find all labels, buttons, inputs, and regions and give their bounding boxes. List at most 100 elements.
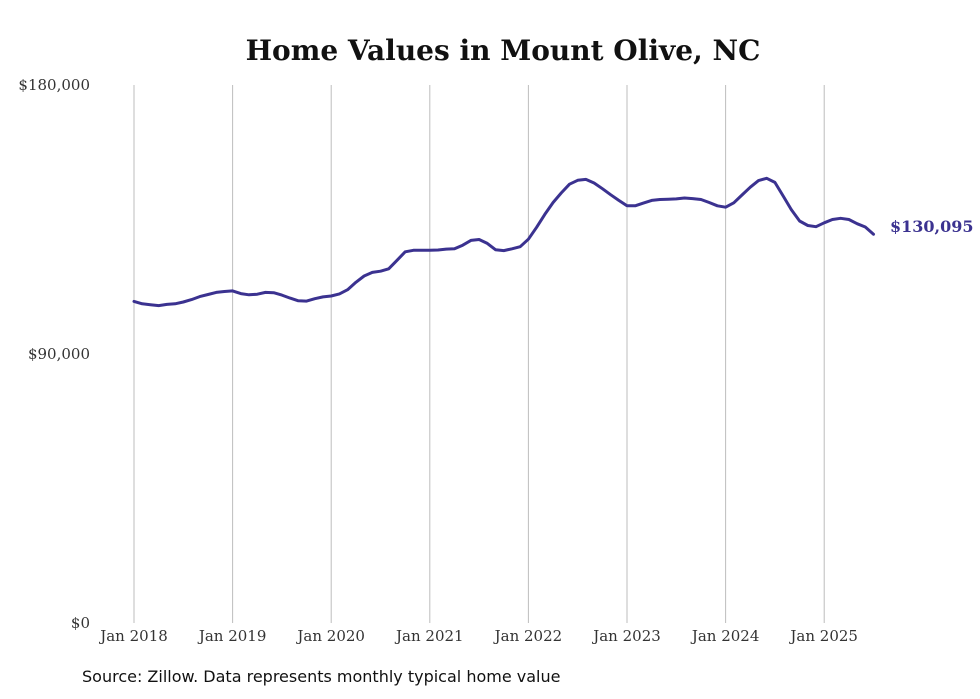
data-point [486, 242, 489, 245]
data-point [856, 222, 858, 225]
x-tick-label: Jan 2019 [197, 627, 267, 645]
data-point [774, 181, 776, 184]
y-axis-ticks: $0 $90,000 $180,000 [18, 76, 90, 632]
data-point [503, 249, 505, 252]
y-tick-label: $0 [71, 614, 90, 632]
data-point [412, 249, 415, 252]
data-point [708, 201, 710, 204]
data-point [207, 293, 209, 296]
data-point [511, 248, 513, 250]
data-point [272, 291, 275, 294]
x-tick-label: Jan 2023 [591, 627, 661, 645]
data-point [823, 222, 825, 224]
data-point [601, 187, 604, 190]
data-point [346, 288, 349, 291]
data-point [240, 292, 242, 295]
data-point [174, 303, 176, 305]
data-point [667, 198, 669, 200]
data-point [371, 271, 374, 274]
data-point [749, 186, 752, 188]
data-point [691, 197, 694, 200]
data-point [437, 249, 439, 251]
data-point [839, 217, 842, 220]
data-point [494, 248, 497, 251]
data-point [700, 198, 702, 201]
data-point [387, 268, 390, 270]
gridlines [133, 85, 825, 623]
data-point [864, 226, 867, 228]
data-point [872, 233, 875, 235]
data-point [396, 259, 398, 262]
data-point [248, 294, 250, 296]
x-tick-label: Jan 2025 [788, 627, 858, 645]
data-point [683, 197, 686, 199]
source-note: Source: Zillow. Data represents monthly … [82, 667, 561, 686]
data-point [470, 239, 472, 242]
data-point [765, 177, 768, 180]
data-point [552, 201, 554, 204]
end-value-label: $130,095 [890, 217, 974, 236]
data-point [609, 193, 612, 196]
data-point [782, 195, 784, 197]
data-point [445, 248, 448, 250]
x-axis-ticks: Jan 2018 Jan 2019 Jan 2020 Jan 2021 Jan 2022… [98, 627, 858, 645]
data-point [576, 179, 579, 182]
data-point [182, 301, 185, 303]
data-point [478, 238, 480, 241]
data-point [322, 296, 324, 298]
y-tick-label: $180,000 [18, 76, 90, 94]
data-point [157, 304, 160, 307]
data-point [231, 290, 234, 292]
data-point [724, 206, 727, 208]
series-line [132, 176, 875, 308]
data-point [634, 205, 636, 207]
data-point [675, 198, 678, 200]
x-tick-label: Jan 2022 [493, 627, 563, 645]
data-point [141, 303, 143, 305]
data-point [535, 226, 538, 229]
data-point [355, 281, 357, 284]
data-point [741, 194, 743, 196]
data-point [338, 293, 341, 295]
data-point [848, 218, 850, 221]
data-point [363, 275, 365, 277]
y-tick-label: $90,000 [28, 345, 90, 363]
data-point [281, 294, 283, 296]
data-point [404, 251, 407, 253]
data-point [593, 182, 595, 184]
data-point [642, 202, 645, 204]
data-point [544, 213, 546, 216]
data-point [379, 270, 382, 273]
data-point [585, 178, 587, 181]
data-point [330, 295, 333, 297]
data-point [166, 303, 168, 306]
data-point [807, 224, 809, 227]
data-point [716, 205, 719, 207]
data-point [453, 248, 456, 250]
data-point [215, 291, 217, 294]
x-tick-label: Jan 2018 [98, 627, 168, 645]
data-point [757, 179, 760, 182]
x-tick-label: Jan 2024 [690, 627, 760, 645]
data-point [461, 244, 464, 246]
data-point [420, 249, 423, 252]
data-point [815, 225, 817, 228]
series-home-value: $130,095 [132, 176, 974, 308]
data-point [798, 220, 801, 222]
data-point [659, 198, 661, 201]
data-point [650, 199, 653, 202]
data-point [289, 297, 291, 299]
data-point [618, 199, 620, 202]
data-point [198, 295, 201, 298]
x-tick-label: Jan 2021 [394, 627, 464, 645]
data-point [527, 238, 530, 240]
data-point [568, 183, 571, 185]
data-point [519, 245, 521, 248]
data-point [626, 205, 628, 207]
data-point [790, 208, 793, 211]
data-point [429, 249, 431, 252]
data-point [133, 300, 135, 303]
data-point [264, 291, 267, 294]
data-point [305, 300, 308, 302]
chart-title: Home Values in Mount Olive, NC [246, 34, 761, 67]
